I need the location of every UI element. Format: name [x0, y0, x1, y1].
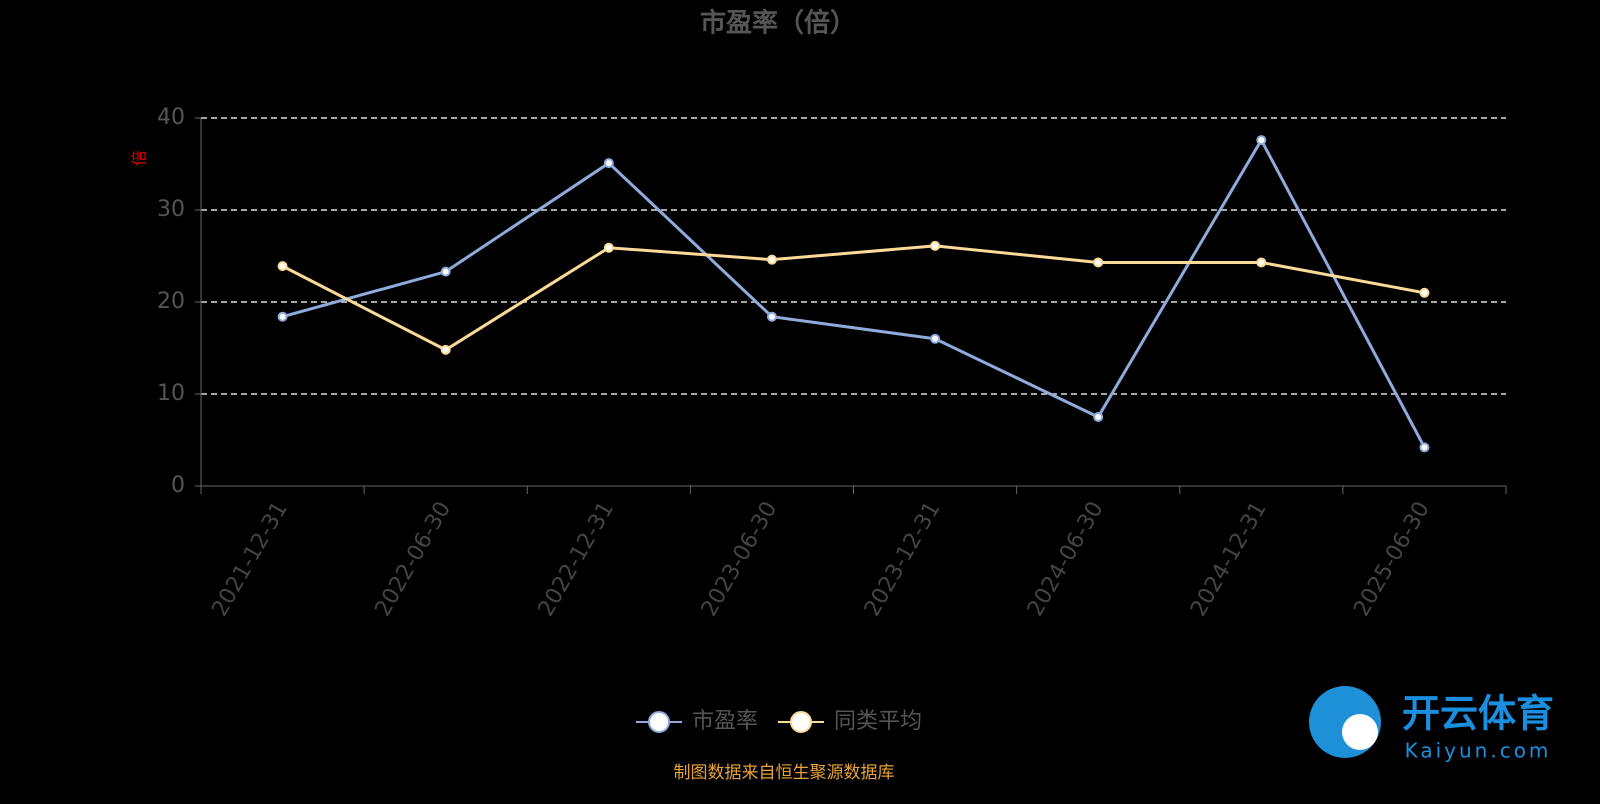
- legend-marker: [648, 711, 670, 733]
- data-point: [1419, 442, 1430, 453]
- legend-label: 市盈率: [692, 709, 758, 734]
- data-point: [440, 266, 451, 277]
- watermark-url: Kaiyun.com: [1405, 739, 1552, 763]
- source-note: 制图数据来自恒生聚源数据库: [674, 763, 895, 783]
- data-point: [766, 254, 777, 265]
- data-point: [1093, 412, 1104, 422]
- watermark: 开云体育 Kaiyun.com: [1309, 686, 1554, 763]
- data-point: [930, 240, 941, 251]
- data-point: [603, 242, 614, 253]
- watermark-name: 开云体育: [1402, 692, 1554, 736]
- y-tick-label: 0: [171, 473, 185, 498]
- data-point: [1256, 135, 1267, 146]
- data-point: [1419, 287, 1430, 298]
- watermark-ball: [1342, 714, 1378, 750]
- legend-marker: [790, 711, 813, 733]
- data-point: [1093, 257, 1104, 268]
- data-point: [440, 344, 451, 355]
- series-line: [281, 244, 1425, 352]
- chart-title: 市盈率（倍）: [700, 8, 856, 39]
- y-tick-label: 40: [157, 105, 185, 130]
- data-point: [603, 158, 614, 169]
- data-point: [930, 333, 941, 344]
- data-point: [277, 261, 288, 272]
- data-point: [277, 311, 288, 322]
- data-point: [1256, 257, 1267, 268]
- y-axis-label: 倍: [130, 150, 149, 166]
- series-line: [282, 137, 1426, 449]
- y-tick-label: 30: [157, 197, 185, 222]
- y-tick-label: 10: [157, 381, 185, 406]
- y-tick-label: 20: [157, 289, 185, 314]
- data-point: [766, 311, 777, 322]
- legend-label: 同类平均: [834, 709, 922, 734]
